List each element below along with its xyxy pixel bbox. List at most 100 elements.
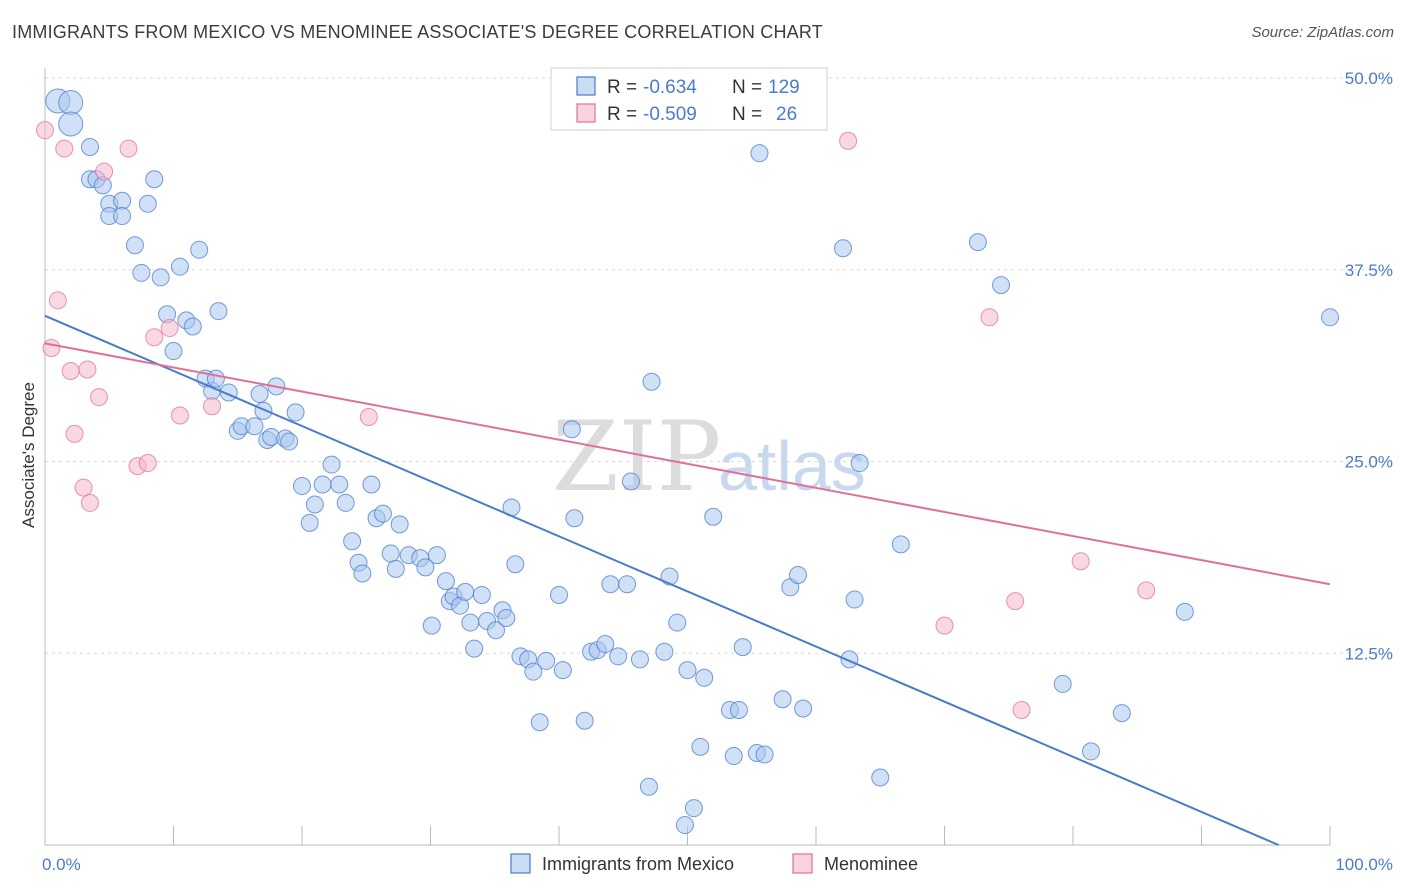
mexico-point-82 xyxy=(575,711,594,730)
mexico-point-90 xyxy=(630,650,649,669)
menominee-trendline xyxy=(44,342,1331,586)
mexico-point-80 xyxy=(562,420,581,439)
mexico-point-96 xyxy=(675,816,694,835)
mexico-point-25 xyxy=(209,302,228,321)
axes xyxy=(44,68,1331,846)
mexico-point-18 xyxy=(170,257,189,276)
menominee-point-5 xyxy=(65,424,84,443)
mexico-point-36 xyxy=(280,432,299,451)
mexico-point-57 xyxy=(422,616,441,635)
mexico-point-9 xyxy=(113,191,132,210)
menominee-point-9 xyxy=(89,388,108,407)
mexico-point-125 xyxy=(1321,308,1339,327)
chart-source: Source: ZipAtlas.com xyxy=(1251,24,1394,41)
watermark: ZIP atlas xyxy=(552,401,866,513)
mexico-point-38 xyxy=(293,477,311,496)
menominee-point-16 xyxy=(170,406,189,425)
mexico-point-52 xyxy=(386,559,405,578)
mexico-point-123 xyxy=(1112,704,1131,723)
legend-r-label-mexico: R = xyxy=(607,77,637,98)
mexico-point-112 xyxy=(794,699,813,718)
series-mexico-points xyxy=(45,88,1339,835)
menominee-point-17 xyxy=(203,397,222,416)
mexico-point-119 xyxy=(968,233,987,252)
menominee-point-21 xyxy=(980,308,999,327)
mexico-point-64 xyxy=(461,613,480,632)
legend-n-value-menominee: 26 xyxy=(776,104,797,125)
mexico-point-29 xyxy=(245,417,264,436)
mexico-point-104 xyxy=(729,701,748,720)
mexico-point-14 xyxy=(145,170,164,189)
menominee-point-15 xyxy=(160,319,179,338)
mexico-point-15 xyxy=(151,268,170,287)
mexico-point-45 xyxy=(343,532,362,551)
mexico-point-81 xyxy=(565,509,584,528)
y-tick-label-3: 50.0% xyxy=(1345,69,1393,88)
mexico-point-79 xyxy=(553,661,572,680)
menominee-point-6 xyxy=(74,478,93,497)
menominee-point-11 xyxy=(119,139,138,158)
y-tick-label-2: 37.5% xyxy=(1345,261,1393,280)
series-legend-swatch-mexico xyxy=(510,853,531,874)
mexico-point-1 xyxy=(58,90,84,116)
mexico-point-70 xyxy=(497,608,516,627)
series-legend-label-menominee: Menominee xyxy=(824,854,918,874)
mexico-point-3 xyxy=(80,138,99,157)
mexico-point-108 xyxy=(755,745,774,764)
legend-r-value-mexico: -0.634 xyxy=(643,77,697,98)
mexico-point-88 xyxy=(618,575,637,594)
mexico-point-120 xyxy=(992,276,1011,295)
menominee-point-1 xyxy=(42,338,61,357)
mexico-point-109 xyxy=(773,690,792,709)
trendlines xyxy=(44,314,1331,846)
mexico-point-48 xyxy=(362,475,381,494)
mexico-point-99 xyxy=(691,737,710,756)
mexico-point-107 xyxy=(750,144,769,163)
chart-title: IMMIGRANTS FROM MEXICO VS MENOMINEE ASSO… xyxy=(12,22,823,42)
menominee-point-23 xyxy=(1012,701,1031,720)
mexico-point-98 xyxy=(684,799,703,818)
mexico-point-100 xyxy=(695,668,714,687)
mexico-point-77 xyxy=(537,651,556,670)
mexico-point-68 xyxy=(487,621,506,640)
mexico-point-93 xyxy=(655,642,674,661)
gridlines xyxy=(45,77,1395,654)
mexico-point-85 xyxy=(596,635,615,654)
x-tick-labels: 0.0% 100.0% xyxy=(42,855,1393,874)
mexico-point-124 xyxy=(1175,602,1194,621)
menominee-point-10 xyxy=(95,162,114,181)
mexico-point-51 xyxy=(381,544,400,563)
y-tick-labels: 12.5% 25.0% 37.5% 50.0% xyxy=(1345,69,1393,663)
mexico-point-76 xyxy=(530,713,549,732)
mexico-point-44 xyxy=(336,493,355,512)
mexico-point-89 xyxy=(621,472,640,491)
series-legend-label-mexico: Immigrants from Mexico xyxy=(542,854,734,874)
mexico-point-86 xyxy=(601,575,620,594)
mexico-point-53 xyxy=(390,515,409,534)
mexico-point-97 xyxy=(678,661,697,680)
mexico-point-87 xyxy=(609,647,628,666)
mexico-point-92 xyxy=(642,372,661,391)
mexico-point-72 xyxy=(506,555,525,574)
menominee-point-7 xyxy=(78,360,97,379)
mexico-point-39 xyxy=(300,513,319,532)
mexico-point-111 xyxy=(789,566,808,585)
menominee-point-22 xyxy=(1006,592,1025,611)
legend-n-label-menominee: N = xyxy=(732,104,762,125)
y-tick-label-1: 25.0% xyxy=(1345,453,1393,472)
mexico-point-13 xyxy=(138,194,157,213)
mexico-point-122 xyxy=(1081,742,1100,761)
mexico-point-58 xyxy=(427,546,446,565)
mexico-point-21 xyxy=(190,240,209,259)
y-tick-label-0: 12.5% xyxy=(1345,644,1393,663)
mexico-point-75 xyxy=(524,662,543,681)
mexico-point-47 xyxy=(353,564,372,583)
legend-box xyxy=(550,67,828,131)
mexico-point-42 xyxy=(322,455,341,474)
mexico-point-121 xyxy=(1053,674,1072,693)
mexico-point-40 xyxy=(305,495,324,514)
mexico-point-17 xyxy=(164,342,183,361)
mexico-point-31 xyxy=(254,401,273,420)
mexico-point-24 xyxy=(206,369,225,388)
